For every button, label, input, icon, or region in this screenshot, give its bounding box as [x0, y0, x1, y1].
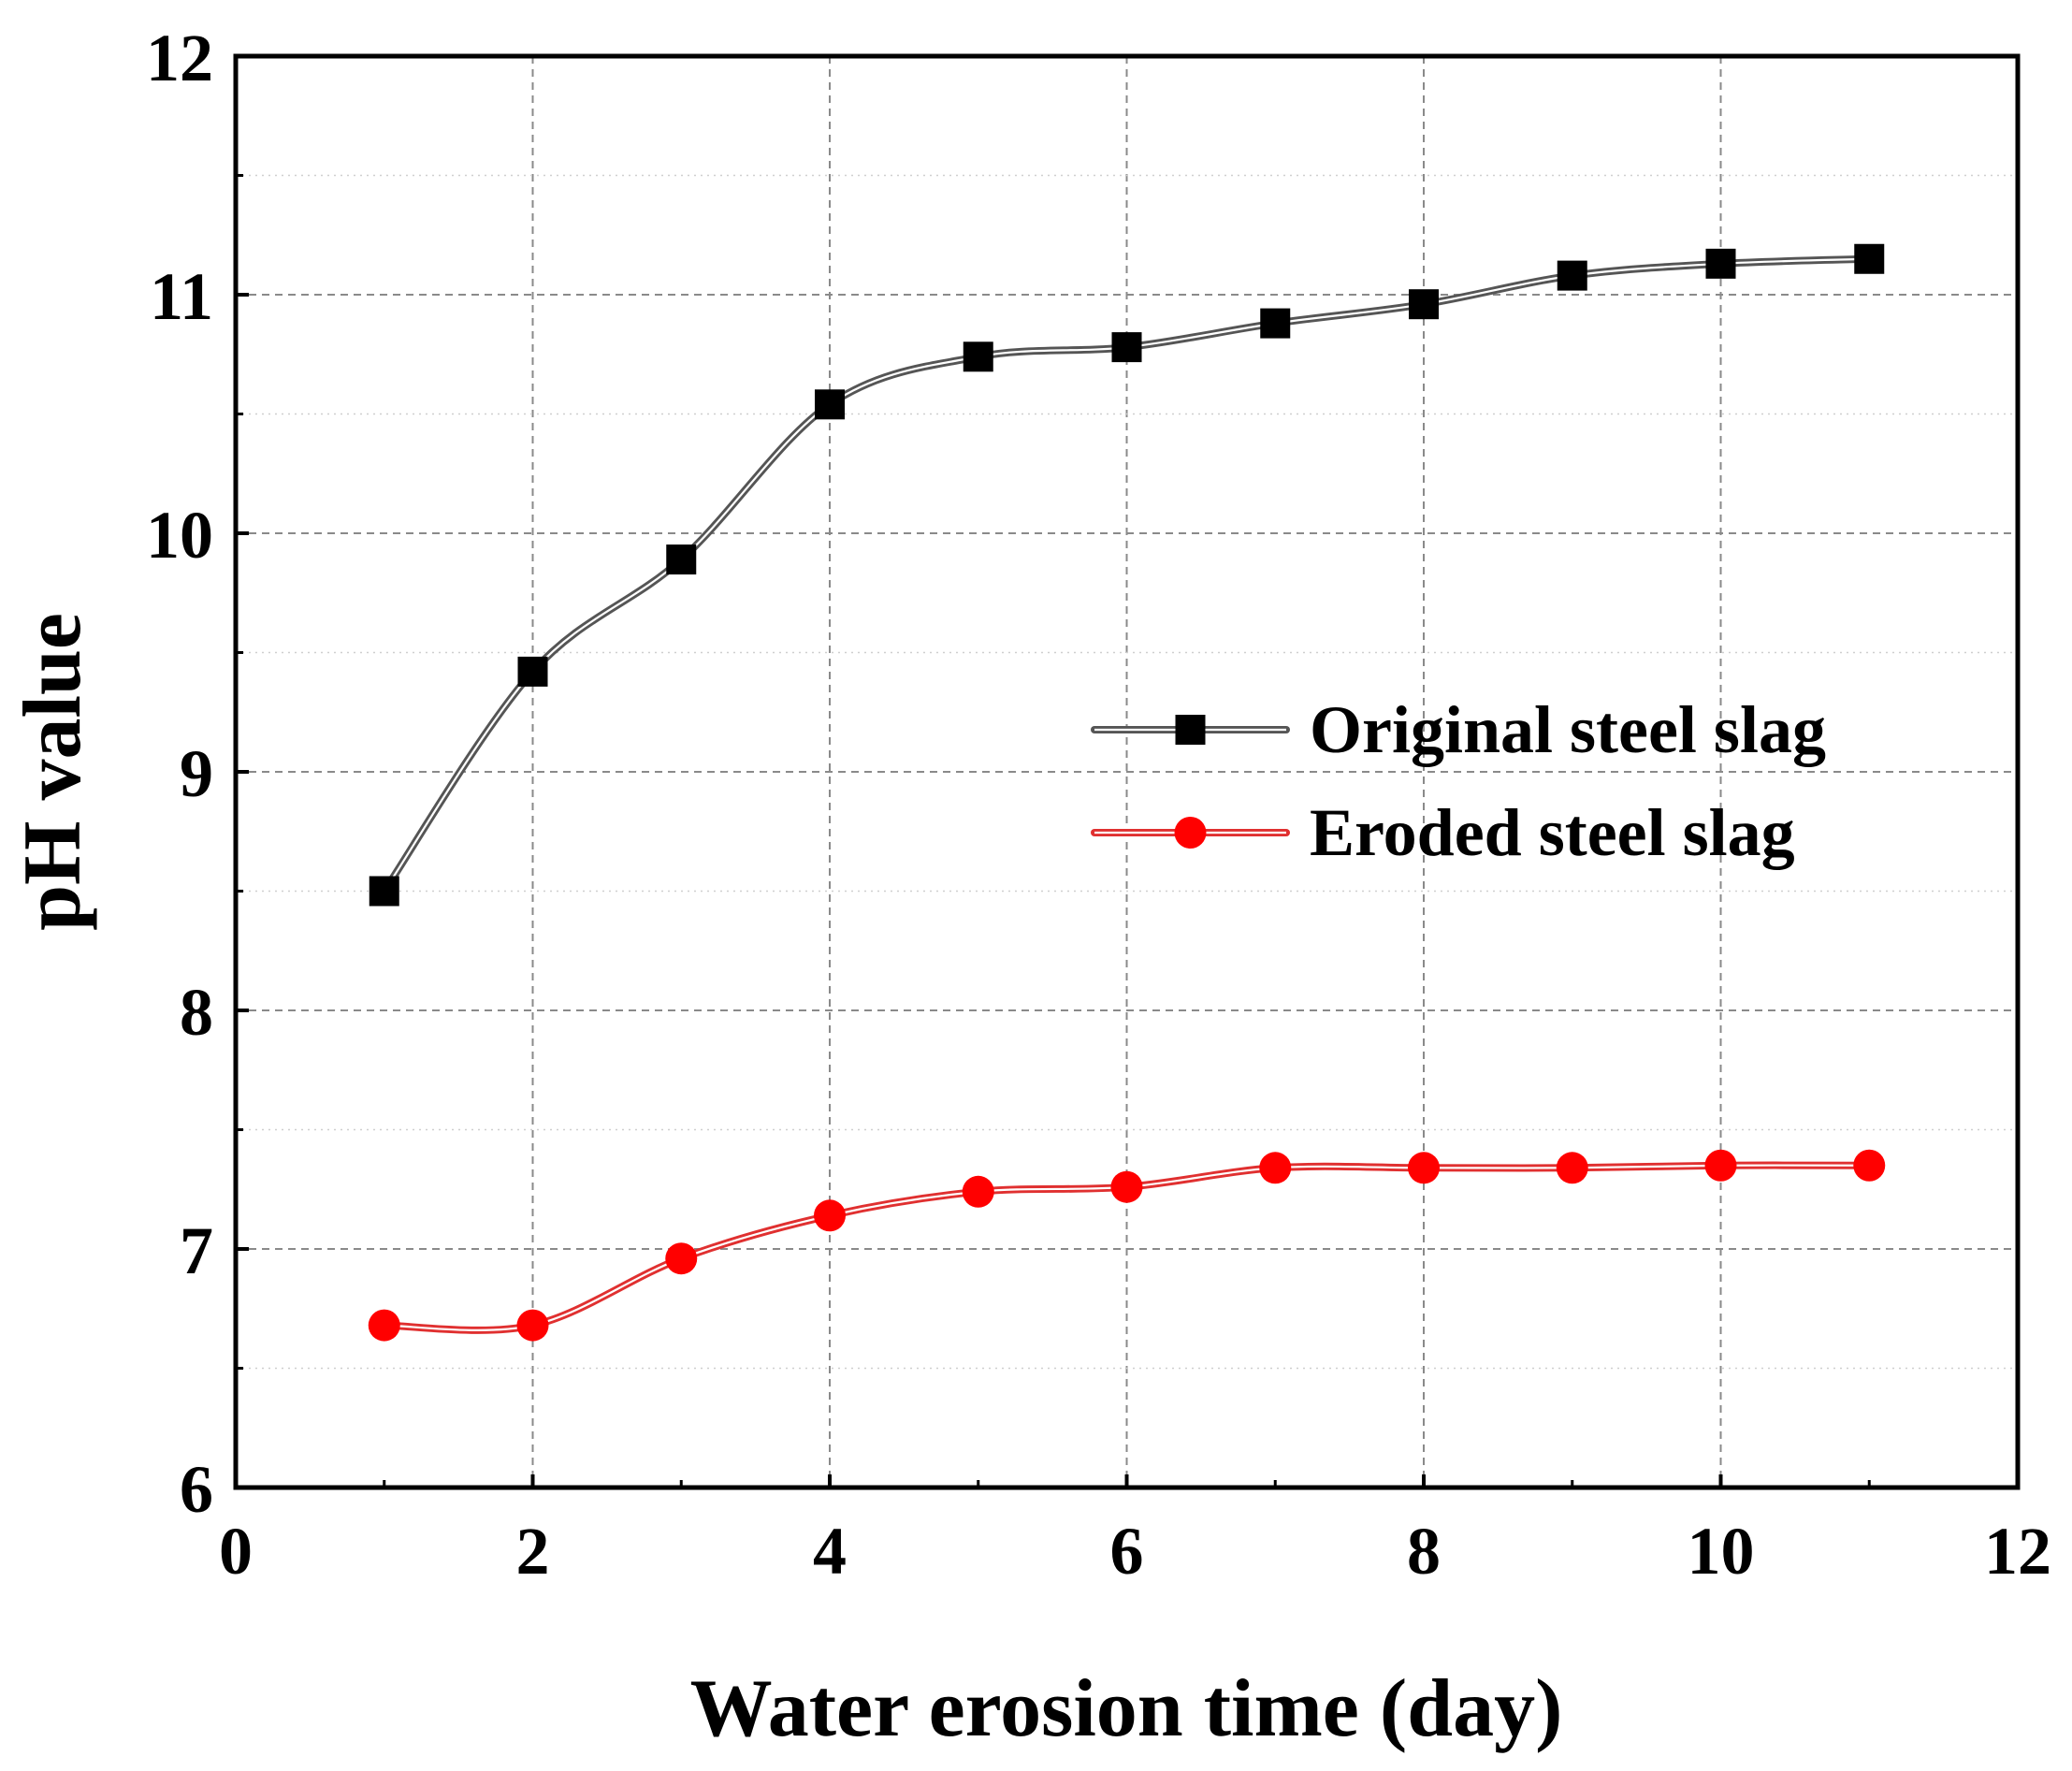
- data-point: [516, 1309, 549, 1342]
- data-point: [665, 1242, 698, 1275]
- data-point: [1409, 289, 1439, 320]
- x-axis-title: Water erosion time (day): [690, 1663, 1563, 1754]
- data-point: [1557, 260, 1587, 291]
- axis-ticks: [234, 54, 2020, 1489]
- data-point: [962, 1175, 994, 1208]
- y-axis-title: pH value: [7, 613, 98, 931]
- y-tick-label: 10: [146, 498, 213, 573]
- data-point: [368, 1309, 400, 1342]
- legend-label: Eroded steel slag: [1310, 795, 1795, 870]
- y-tick-label: 6: [180, 1452, 213, 1527]
- legend-marker: [1174, 817, 1207, 849]
- data-point: [1260, 308, 1291, 339]
- series-line-highlight: [383, 257, 1871, 893]
- x-tick-label: 0: [219, 1514, 253, 1589]
- x-tick-label: 10: [1688, 1514, 1755, 1589]
- y-tick-label: 7: [180, 1213, 213, 1288]
- grid: [236, 56, 2018, 1488]
- legend-label: Original steel slag: [1310, 692, 1826, 767]
- y-tick-label: 12: [146, 21, 213, 95]
- series-2: [368, 1149, 1886, 1342]
- tick-labels: 0 2 4 6 8 10 12 6 7 8 9 10 11 12: [146, 21, 2051, 1589]
- data-point: [1556, 1152, 1588, 1184]
- data-point: [1110, 1170, 1143, 1203]
- legend-item-2: Eroded steel slag: [1091, 795, 1795, 870]
- legend-item-1: Original steel slag: [1091, 692, 1826, 767]
- y-tick-label: 9: [180, 736, 213, 811]
- data-point: [1854, 243, 1885, 274]
- x-tick-label: 8: [1407, 1514, 1441, 1589]
- y-tick-label: 11: [150, 259, 213, 334]
- data-point: [1853, 1149, 1886, 1182]
- x-tick-label: 2: [516, 1514, 550, 1589]
- data-point: [1111, 332, 1142, 363]
- legend-marker: [1175, 715, 1206, 745]
- data-point: [1259, 1152, 1292, 1184]
- data-point: [1704, 1149, 1737, 1182]
- data-point: [1705, 248, 1736, 279]
- data-point: [814, 1199, 846, 1232]
- legend: Original steel slag Eroded steel slag: [1091, 692, 1826, 870]
- data-point: [963, 341, 993, 372]
- y-tick-label: 8: [180, 975, 213, 1050]
- series-layer: [368, 243, 1886, 1342]
- data-point: [1408, 1152, 1440, 1184]
- x-tick-label: 12: [1984, 1514, 2051, 1589]
- data-point: [815, 389, 845, 420]
- data-point: [666, 544, 697, 575]
- x-tick-label: 4: [813, 1514, 847, 1589]
- x-tick-label: 6: [1110, 1514, 1144, 1589]
- data-point: [517, 656, 548, 687]
- series-1: [369, 243, 1885, 907]
- data-point: [369, 876, 399, 907]
